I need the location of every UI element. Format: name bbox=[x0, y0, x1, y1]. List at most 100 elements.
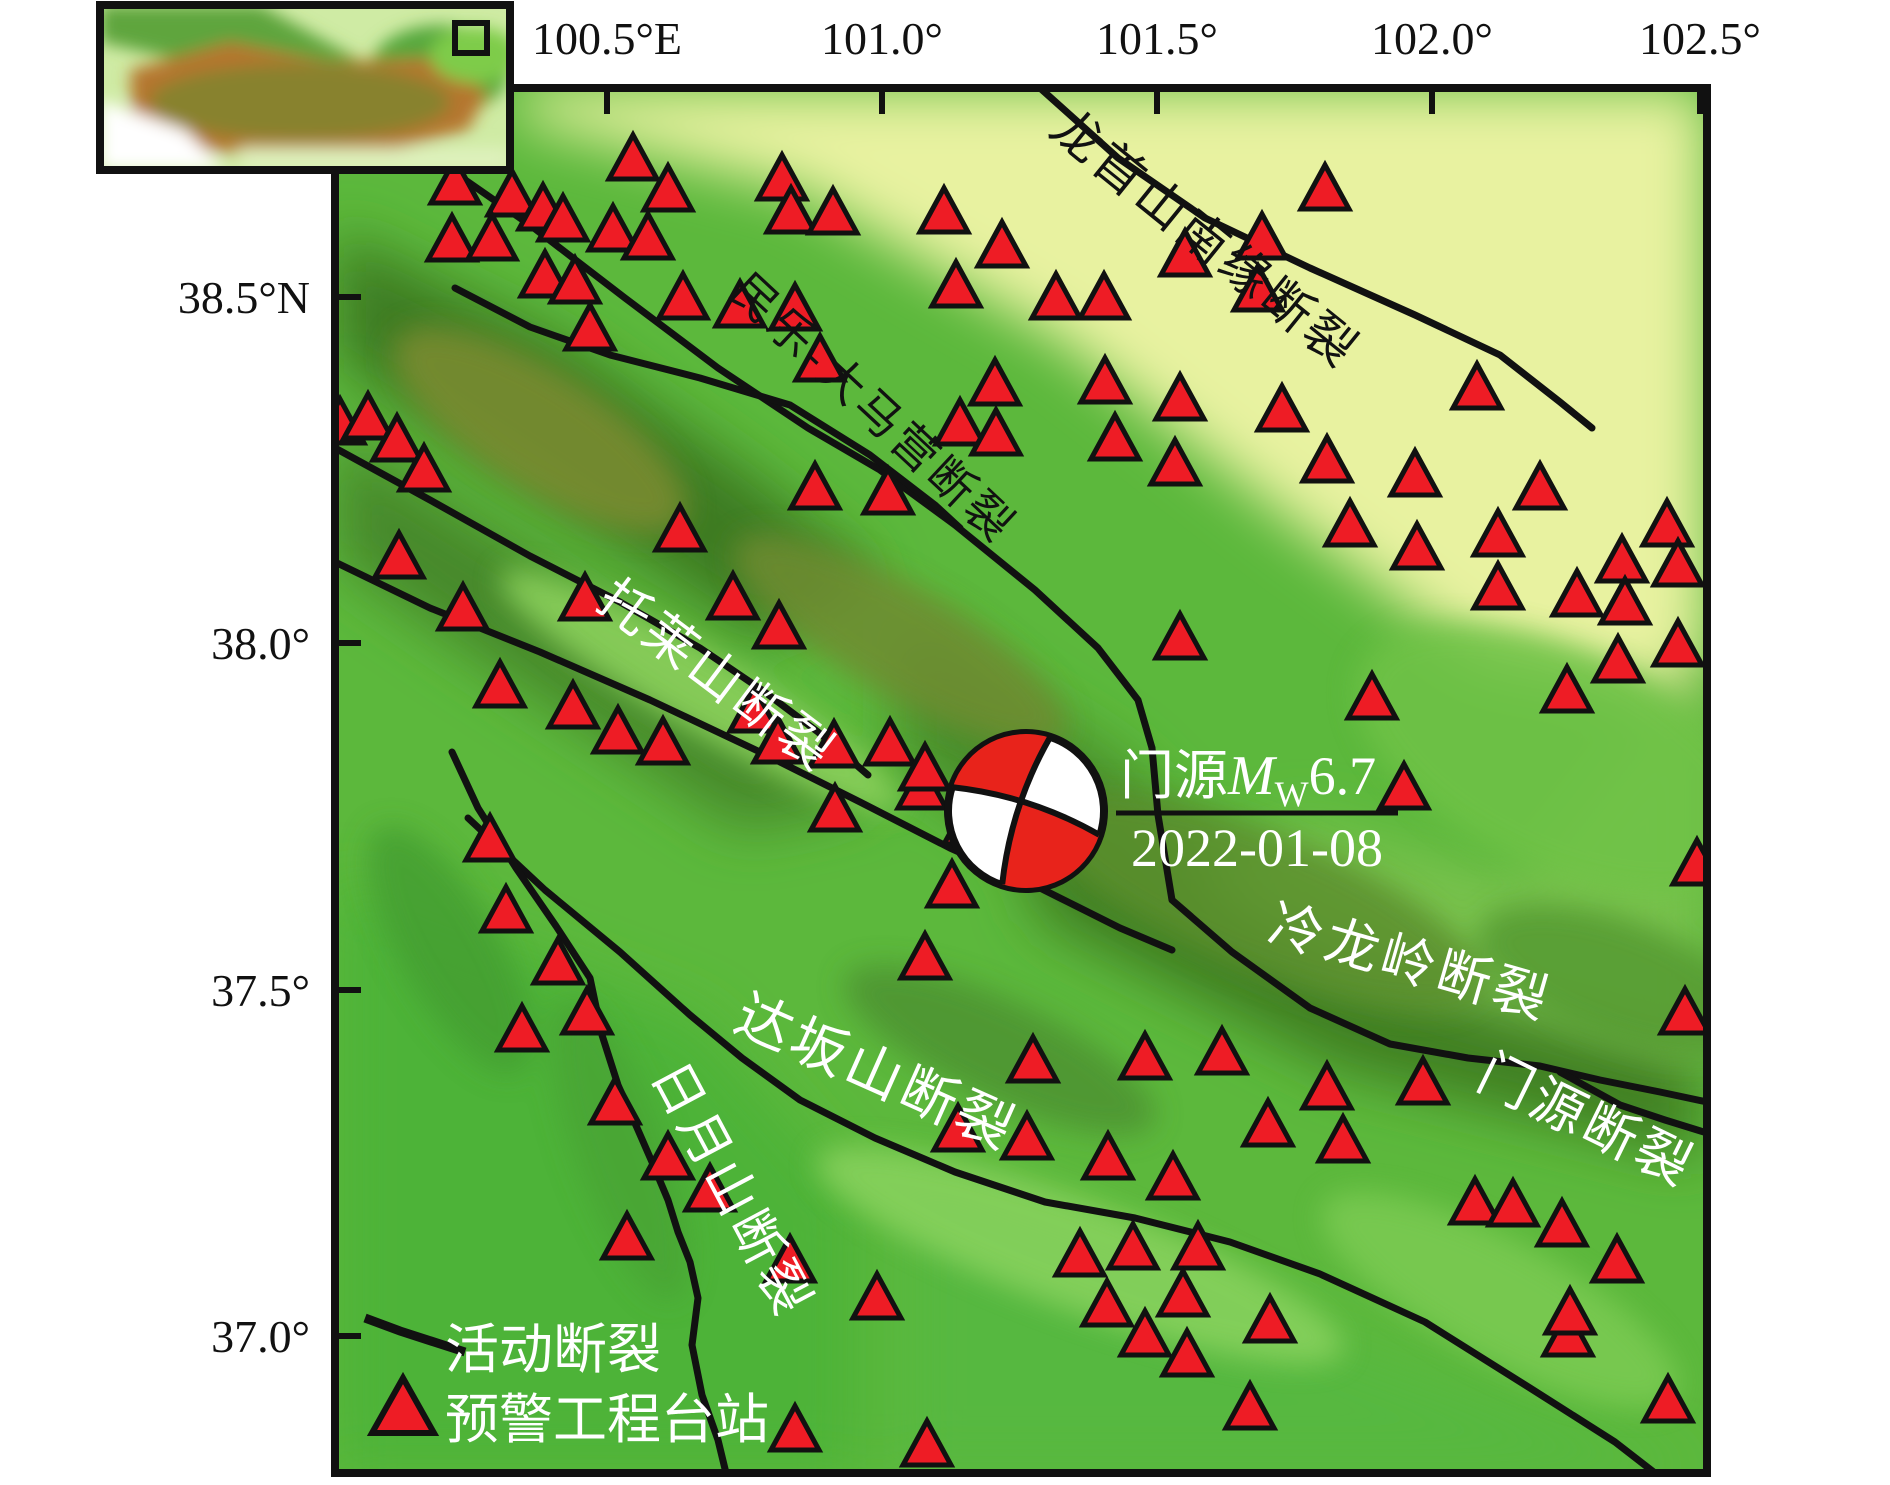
station-marker bbox=[750, 597, 808, 650]
station-marker bbox=[1638, 495, 1696, 548]
legend-station-label: 预警工程台站 bbox=[445, 1390, 769, 1450]
station-marker bbox=[1548, 565, 1606, 618]
station-marker bbox=[786, 458, 844, 511]
station-marker bbox=[1151, 608, 1209, 661]
station-marker bbox=[556, 569, 614, 622]
station-marker bbox=[1394, 1053, 1452, 1106]
station-marker bbox=[1298, 1058, 1356, 1111]
station-marker bbox=[1511, 458, 1569, 511]
top-axis-label: 102.0° bbox=[1371, 13, 1493, 64]
station-marker bbox=[561, 299, 619, 352]
station-marker bbox=[915, 182, 973, 235]
station-marker bbox=[395, 440, 453, 493]
longshoushan-south-margin-fault bbox=[1036, 88, 1596, 432]
station-marker bbox=[634, 713, 692, 766]
station-marker bbox=[1154, 1265, 1212, 1318]
station-marker bbox=[761, 1231, 819, 1284]
legend-station-triangle-symbol bbox=[366, 1371, 440, 1436]
station-marker bbox=[1343, 668, 1401, 721]
station-marker bbox=[1051, 1225, 1109, 1278]
station-marker bbox=[598, 1208, 656, 1261]
axis-layer: 100.5°E 101.0° 101.5° 102.0° 102.5° 38.5°N 38.… bbox=[178, 13, 1761, 1362]
station-marker bbox=[929, 1100, 987, 1153]
station-marker bbox=[998, 1108, 1056, 1161]
station-marker bbox=[584, 200, 642, 253]
station-marker bbox=[1116, 1028, 1174, 1081]
station-marker bbox=[368, 410, 426, 463]
station-marker bbox=[861, 714, 919, 767]
station-marker bbox=[471, 656, 529, 709]
top-axis-label: 100.5°E bbox=[532, 13, 682, 64]
legend-fault-line-symbol bbox=[363, 1313, 467, 1357]
station-marker bbox=[546, 252, 604, 305]
magnitude-letter: M bbox=[1227, 745, 1278, 807]
station-marker bbox=[483, 165, 541, 218]
magnitude-value: 6.7 bbox=[1309, 746, 1377, 806]
station-marker bbox=[1158, 1325, 1216, 1378]
station-marker bbox=[753, 149, 811, 202]
station-marker bbox=[749, 712, 807, 765]
station-marker bbox=[859, 463, 917, 516]
station-marker bbox=[1649, 615, 1707, 668]
station-marker bbox=[1116, 1305, 1174, 1358]
left-axis-label: 38.0° bbox=[211, 618, 310, 669]
station-marker bbox=[1298, 431, 1356, 484]
station-marker bbox=[1448, 358, 1506, 411]
station-marker bbox=[1668, 834, 1707, 887]
menyuan-fault bbox=[1556, 1068, 1707, 1137]
station-marker bbox=[370, 527, 428, 580]
station-marker bbox=[423, 210, 481, 263]
earthquake-date: 2022-01-08 bbox=[1131, 818, 1383, 878]
station-marker bbox=[1144, 1148, 1202, 1201]
station-marker bbox=[619, 208, 677, 261]
station-marker bbox=[927, 256, 985, 309]
station-marker bbox=[544, 677, 602, 730]
station-marker bbox=[1639, 1371, 1697, 1424]
station-marker bbox=[654, 268, 712, 321]
station-marker bbox=[586, 1073, 644, 1126]
station-marker bbox=[848, 1268, 906, 1321]
station-marker bbox=[1253, 380, 1311, 433]
left-axis-label: 38.5°N bbox=[178, 272, 310, 323]
station-marker bbox=[1538, 661, 1596, 714]
inset-map bbox=[96, 1, 514, 174]
map-area: 龙首山南缘断裂民乐-大马营断裂冷龙岭断裂门源断裂托莱山断裂达坂山断裂日月山断裂 … bbox=[335, 88, 1707, 1473]
left-axis-label: 37.5° bbox=[211, 965, 310, 1016]
top-axis-label: 101.5° bbox=[1096, 13, 1218, 64]
station-marker bbox=[1589, 631, 1647, 684]
station-marker bbox=[1193, 1023, 1251, 1076]
station-marker bbox=[896, 928, 954, 981]
station-marker bbox=[681, 1160, 739, 1213]
station-marker bbox=[477, 881, 535, 934]
left-axis-label: 37.0° bbox=[211, 1311, 310, 1362]
station-marker bbox=[604, 129, 662, 182]
station-marker bbox=[1469, 558, 1527, 611]
station-marker bbox=[766, 1400, 824, 1453]
station-marker bbox=[898, 1415, 956, 1468]
station-marker bbox=[1027, 268, 1085, 321]
top-axis-label: 101.0° bbox=[821, 13, 943, 64]
earthquake-annotation: 门源MW6.7 2022-01-08 bbox=[1116, 745, 1398, 878]
minle-damaying-fault bbox=[444, 164, 1156, 752]
station-marker bbox=[493, 1000, 551, 1053]
station-marker bbox=[1469, 505, 1527, 558]
station-marker bbox=[1241, 1291, 1299, 1344]
station-marker bbox=[1151, 369, 1209, 422]
station-marker bbox=[639, 160, 697, 213]
station-marker bbox=[1588, 1231, 1646, 1284]
inset-study-area-box bbox=[452, 20, 490, 56]
station-marker bbox=[516, 246, 574, 299]
station-marker bbox=[766, 279, 824, 332]
lenglongling-fault bbox=[1148, 744, 1707, 1106]
station-marker bbox=[1075, 268, 1133, 321]
dabanshan-fault bbox=[464, 814, 1659, 1473]
station-marker bbox=[434, 579, 492, 632]
station-marker bbox=[1375, 758, 1433, 811]
earthquake-title: 门源MW6.7 bbox=[1120, 745, 1376, 814]
focal-mechanism-beachball bbox=[944, 729, 1108, 893]
station-marker bbox=[534, 190, 592, 243]
inset-terrain bbox=[100, 5, 510, 170]
beachball-nodal-plane-2 bbox=[952, 784, 1101, 838]
earthquake-place: 门源 bbox=[1120, 746, 1228, 806]
